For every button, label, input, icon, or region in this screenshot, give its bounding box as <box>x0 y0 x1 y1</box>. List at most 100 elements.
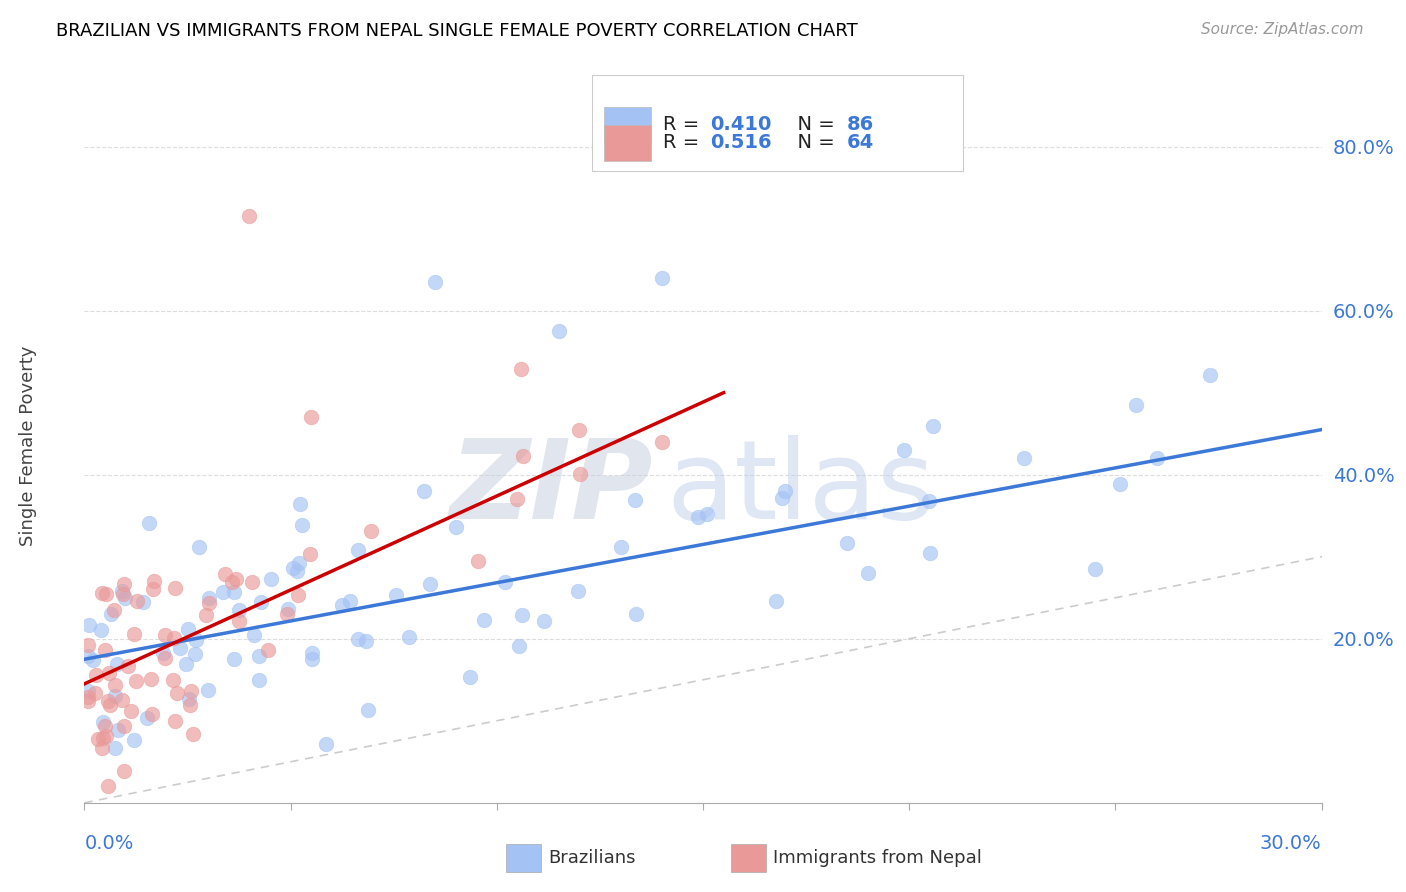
Point <box>506 492 529 507</box>
Point <box>508 639 530 653</box>
Point <box>285 564 308 578</box>
Point <box>169 641 191 656</box>
Point <box>287 589 309 603</box>
Point <box>238 210 260 224</box>
Point <box>110 693 132 707</box>
Point <box>770 491 793 505</box>
Point <box>243 628 266 642</box>
Point <box>104 741 127 756</box>
Point <box>82 653 104 667</box>
Point <box>301 646 323 660</box>
Point <box>211 585 233 599</box>
Text: 0.516: 0.516 <box>710 133 772 153</box>
Point <box>856 566 879 581</box>
Point <box>165 582 187 596</box>
Point <box>347 632 370 646</box>
Point <box>222 585 245 599</box>
Text: 86: 86 <box>846 115 873 135</box>
Point <box>162 673 184 688</box>
Point <box>835 536 858 550</box>
Point <box>460 671 482 685</box>
Point <box>472 613 495 627</box>
Point <box>91 586 114 600</box>
Point <box>423 275 446 289</box>
Point <box>299 410 322 425</box>
Point <box>94 719 117 733</box>
Point <box>136 710 159 724</box>
Point <box>339 594 361 608</box>
Point <box>510 608 533 623</box>
Point <box>1084 562 1107 576</box>
Point <box>385 588 408 602</box>
Point <box>512 449 534 463</box>
Point <box>624 492 647 507</box>
Point <box>624 607 647 622</box>
Point <box>249 594 271 608</box>
Point <box>257 643 280 657</box>
Point <box>332 598 354 612</box>
Point <box>91 731 114 745</box>
Point <box>225 572 247 586</box>
Point <box>240 574 263 589</box>
Point <box>299 547 322 561</box>
Point <box>179 698 201 713</box>
Point <box>122 733 145 747</box>
Point <box>412 484 434 499</box>
Point <box>87 731 110 746</box>
Point <box>153 627 176 641</box>
Point <box>195 607 218 622</box>
Point <box>187 540 209 554</box>
Point <box>494 575 516 590</box>
Point <box>568 467 591 481</box>
Point <box>197 682 219 697</box>
Point <box>547 324 569 338</box>
Point <box>111 587 134 601</box>
Point <box>100 607 122 621</box>
Point <box>301 652 323 666</box>
Point <box>104 678 127 692</box>
Point <box>1014 451 1036 466</box>
Point <box>696 508 718 522</box>
Point <box>228 614 250 628</box>
Point <box>77 648 100 663</box>
Point <box>139 672 162 686</box>
Text: Source: ZipAtlas.com: Source: ZipAtlas.com <box>1201 22 1364 37</box>
Point <box>97 780 120 794</box>
Text: 30.0%: 30.0% <box>1260 834 1322 853</box>
Point <box>112 719 135 733</box>
Point <box>568 423 591 437</box>
Point <box>177 691 200 706</box>
Point <box>260 572 283 586</box>
Bar <box>605 107 651 143</box>
Point <box>247 648 270 663</box>
Point <box>97 665 120 680</box>
Point <box>347 543 370 558</box>
Point <box>221 575 243 590</box>
Point <box>1108 477 1130 491</box>
Point <box>1125 398 1147 412</box>
Bar <box>605 125 651 161</box>
Point <box>132 594 155 608</box>
Point <box>214 566 236 581</box>
Text: R =: R = <box>664 133 706 153</box>
Point <box>84 668 107 682</box>
Point <box>446 520 468 534</box>
Point <box>181 727 204 741</box>
Point <box>918 493 941 508</box>
Text: Brazilians: Brazilians <box>548 849 636 867</box>
Point <box>77 694 100 708</box>
Point <box>288 556 311 570</box>
Point <box>174 657 197 671</box>
Point <box>360 524 382 538</box>
Point <box>105 657 128 672</box>
Point <box>567 584 589 599</box>
Point <box>288 497 311 511</box>
Point <box>1146 451 1168 466</box>
Point <box>142 574 165 588</box>
Point <box>163 714 186 729</box>
Text: Immigrants from Nepal: Immigrants from Nepal <box>773 849 983 867</box>
Point <box>222 652 245 666</box>
Point <box>921 419 943 434</box>
Point <box>610 540 633 554</box>
FancyBboxPatch shape <box>592 75 963 171</box>
